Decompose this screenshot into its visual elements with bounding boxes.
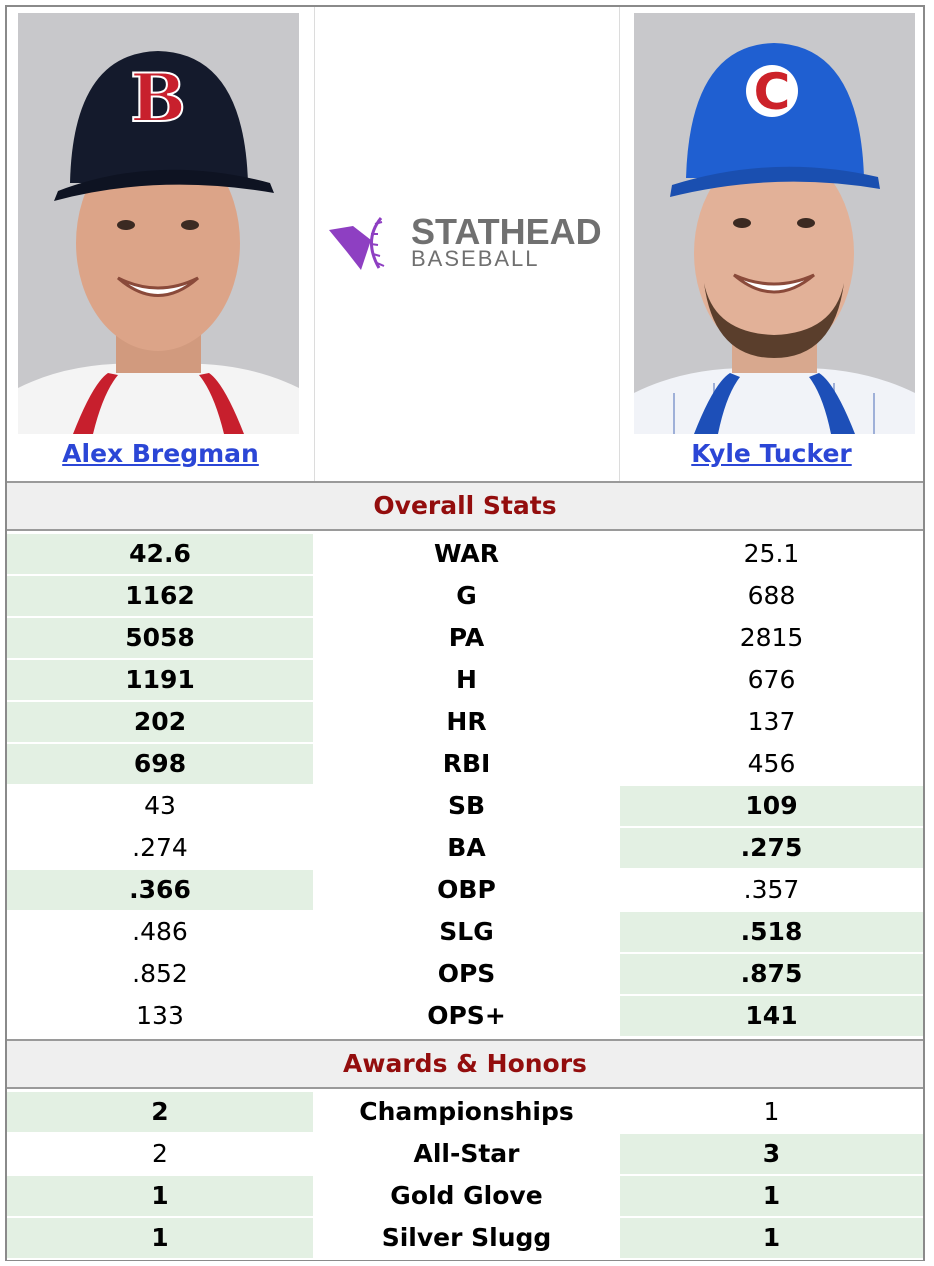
stat-row: .852 OPS .875 xyxy=(7,954,923,996)
svg-text:B: B xyxy=(130,59,186,137)
stat-value-right: 137 xyxy=(747,707,796,736)
stat-value-right: 1 xyxy=(620,1176,923,1216)
stat-row: 42.6 WAR 25.1 xyxy=(7,534,923,576)
stat-row: 5058 PA 2815 xyxy=(7,618,923,660)
stat-value-right: 456 xyxy=(747,749,796,778)
stat-value-left: .486 xyxy=(132,917,188,946)
stat-label: G xyxy=(456,581,477,610)
player-name-left-link[interactable]: Alex Bregman xyxy=(62,439,259,468)
stat-label: All-Star xyxy=(413,1139,520,1168)
stat-label: OPS+ xyxy=(427,1001,506,1030)
stat-value-right: 676 xyxy=(747,665,796,694)
player-photo-right: C xyxy=(634,13,915,434)
stat-value-right: 1 xyxy=(620,1218,923,1258)
stat-row: .366 OBP .357 xyxy=(7,870,923,912)
stat-value-right: 1 xyxy=(763,1097,780,1126)
player-left-header: B Alex Bregman xyxy=(7,7,314,481)
stat-row: 698 RBI 456 xyxy=(7,744,923,786)
stat-label: Silver Slugg xyxy=(381,1223,552,1252)
stat-row: .486 SLG .518 xyxy=(7,912,923,954)
stat-value-left: 1 xyxy=(7,1218,313,1258)
stat-value-right: 109 xyxy=(620,786,923,826)
stat-row: 43 SB 109 xyxy=(7,786,923,828)
stat-value-right: 2815 xyxy=(739,623,804,652)
stat-value-left: 1191 xyxy=(7,660,313,700)
stat-row: 202 HR 137 xyxy=(7,702,923,744)
stat-label: HR xyxy=(446,707,487,736)
stat-value-left: 5058 xyxy=(7,618,313,658)
stat-value-right: .357 xyxy=(743,875,800,904)
svg-text:C: C xyxy=(754,63,791,121)
section-header-awards-honors: Awards & Honors xyxy=(7,1039,923,1089)
stat-row: 1191 H 676 xyxy=(7,660,923,702)
section-header-overall-stats: Overall Stats xyxy=(7,481,923,531)
stat-value-right: 688 xyxy=(747,581,796,610)
stat-label: RBI xyxy=(442,749,491,778)
stat-label: OPS xyxy=(437,959,496,988)
stat-value-left: .852 xyxy=(132,959,188,988)
stat-value-right: 141 xyxy=(620,996,923,1036)
stat-value-left: 698 xyxy=(7,744,313,784)
comparison-card: B Alex Bregman STATHEAD BASEBALL xyxy=(5,5,925,1261)
stat-value-left: .274 xyxy=(132,833,188,862)
stat-value-left: 2 xyxy=(7,1092,313,1132)
stat-label: SLG xyxy=(439,917,494,946)
stat-value-left: 43 xyxy=(144,791,176,820)
stat-row: 1 Silver Slugg 1 xyxy=(7,1218,923,1260)
stat-row: 2 All-Star 3 xyxy=(7,1134,923,1176)
stat-label: Championships xyxy=(359,1097,574,1126)
stat-value-left: .366 xyxy=(7,870,313,910)
stat-value-left: 133 xyxy=(136,1001,184,1030)
stat-value-left: 202 xyxy=(7,702,313,742)
stat-label: OBP xyxy=(437,875,496,904)
stat-value-right: .875 xyxy=(620,954,923,994)
logo-header: STATHEAD BASEBALL xyxy=(314,7,620,481)
player-right-header: C Kyle Tucker xyxy=(620,7,923,481)
stat-row: 2 Championships 1 xyxy=(7,1092,923,1134)
stat-value-left: 1162 xyxy=(7,576,313,616)
stat-value-right: 25.1 xyxy=(743,539,800,568)
logo-text-baseball: BASEBALL xyxy=(411,246,540,271)
stat-value-left: 42.6 xyxy=(7,534,313,574)
stat-label: BA xyxy=(447,833,486,862)
stat-value-right: .275 xyxy=(620,828,923,868)
stat-row: .274 BA .275 xyxy=(7,828,923,870)
stat-label: SB xyxy=(447,791,486,820)
stat-value-left: 1 xyxy=(7,1176,313,1216)
player-name-right-link[interactable]: Kyle Tucker xyxy=(691,439,852,468)
stat-value-left: 2 xyxy=(152,1139,168,1168)
stat-row: 1162 G 688 xyxy=(7,576,923,618)
stat-row: 133 OPS+ 141 xyxy=(7,996,923,1038)
player-photo-left: B xyxy=(18,13,299,434)
stat-label: H xyxy=(456,665,477,694)
stat-row: 1 Gold Glove 1 xyxy=(7,1176,923,1218)
stat-value-right: .518 xyxy=(620,912,923,952)
stat-label: PA xyxy=(448,623,485,652)
stat-value-right: 3 xyxy=(620,1134,923,1174)
stat-label: WAR xyxy=(433,539,500,568)
stat-label: Gold Glove xyxy=(390,1181,543,1210)
logo-text-stathead: STATHEAD xyxy=(411,212,602,252)
stathead-logo[interactable]: STATHEAD BASEBALL xyxy=(327,211,609,272)
